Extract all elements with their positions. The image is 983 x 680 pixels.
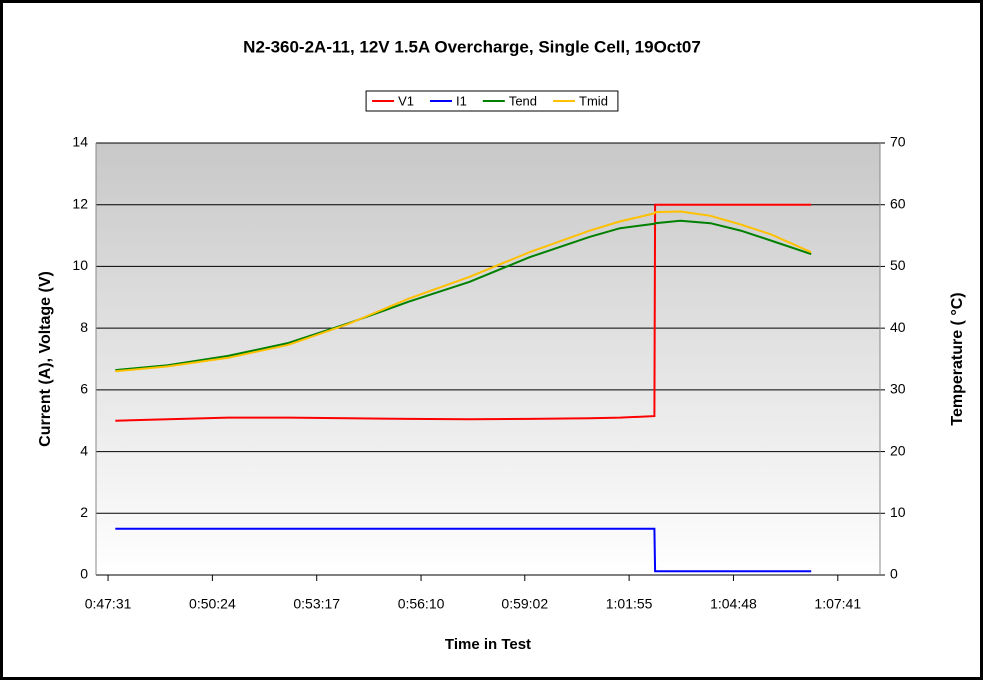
legend-item: I1 (429, 93, 467, 108)
x-tick-label: 1:07:41 (814, 596, 861, 612)
y-tick-label: 12 (72, 195, 88, 211)
series-line (115, 527, 812, 573)
y-tick-label: 4 (80, 442, 88, 458)
y-tick-label: 2 (80, 504, 88, 520)
series-line (115, 210, 812, 373)
x-axis-title: Time in Test (445, 636, 531, 653)
legend-item: V1 (372, 93, 414, 108)
x-tick-label: 0:59:02 (501, 596, 548, 612)
x-tick-label: 0:53:17 (293, 596, 340, 612)
y2-tick-label: 20 (890, 442, 906, 458)
x-tick-label: 1:01:55 (606, 596, 653, 612)
y2-tick-label: 70 (890, 134, 906, 150)
y-tick-label: 8 (80, 319, 88, 335)
legend-label: Tend (509, 93, 537, 108)
y2-tick-label: 60 (890, 195, 906, 211)
y2-tick-label: 0 (890, 566, 898, 582)
series-line (115, 203, 812, 422)
y-tick-label: 14 (72, 134, 88, 150)
legend-item: Tmid (553, 93, 608, 108)
y-tick-label: 6 (80, 381, 88, 397)
y-tick-label: 10 (72, 257, 88, 273)
chart-title: N2-360-2A-11, 12V 1.5A Overcharge, Singl… (243, 37, 701, 56)
legend-label: V1 (398, 93, 414, 108)
legend-item: Tend (482, 93, 537, 108)
x-tick-label: 0:50:24 (189, 596, 236, 612)
y2-tick-label: 40 (890, 319, 906, 335)
y2-tick-label: 10 (890, 504, 906, 520)
x-tick-label: 0:56:10 (398, 596, 445, 612)
legend-label: I1 (456, 93, 467, 108)
y2-axis-title: Temperature ( °C) (949, 292, 966, 425)
legend: V1 I1 Tend Tmid (365, 90, 619, 112)
series-line (115, 219, 812, 372)
y2-tick-label: 30 (890, 381, 906, 397)
y-axis-title: Current (A), Voltage (V) (37, 271, 54, 447)
legend-label: Tmid (579, 93, 608, 108)
x-tick-label: 1:04:48 (710, 596, 757, 612)
y-tick-label: 0 (80, 566, 88, 582)
y2-tick-label: 50 (890, 257, 906, 273)
x-tick-label: 0:47:31 (85, 596, 132, 612)
